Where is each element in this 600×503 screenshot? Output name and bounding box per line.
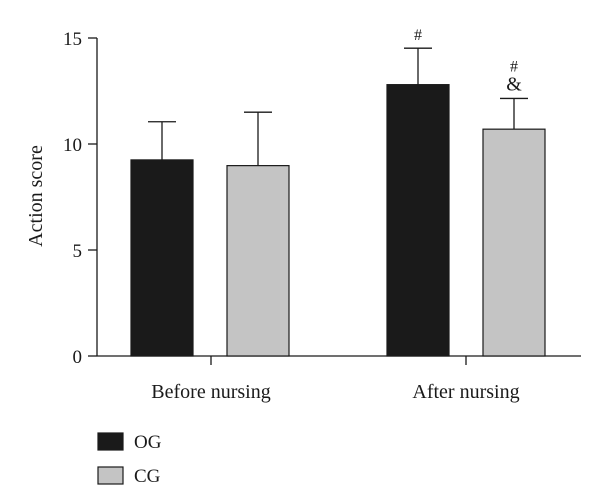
y-tick-label: 0 xyxy=(73,347,83,368)
y-axis-title: Action score xyxy=(25,145,47,247)
bar-og xyxy=(386,84,450,357)
legend-label-cg: CG xyxy=(134,466,161,487)
bar-og xyxy=(130,159,194,357)
y-tick-label: 5 xyxy=(73,241,83,262)
bar-cg xyxy=(226,165,290,357)
legend-swatch-cg xyxy=(97,466,124,485)
significance-mark: & xyxy=(506,73,522,95)
y-axis: 0 5 10 15 xyxy=(63,29,98,368)
bar-cg xyxy=(482,128,546,357)
y-tick-label: 10 xyxy=(63,135,82,156)
x-axis: Before nursing After nursing xyxy=(97,355,581,403)
annotations: #&# xyxy=(414,27,522,95)
legend-label-og: OG xyxy=(134,432,162,453)
error-bars xyxy=(148,47,528,166)
x-category-label: After nursing xyxy=(412,381,519,403)
bars xyxy=(130,84,546,357)
legend-swatch-og xyxy=(97,432,124,451)
significance-mark: # xyxy=(510,58,518,75)
legend: OG CG xyxy=(97,432,162,487)
x-category-label: Before nursing xyxy=(151,381,270,403)
y-tick-label: 15 xyxy=(63,29,82,50)
significance-mark: # xyxy=(414,27,422,44)
